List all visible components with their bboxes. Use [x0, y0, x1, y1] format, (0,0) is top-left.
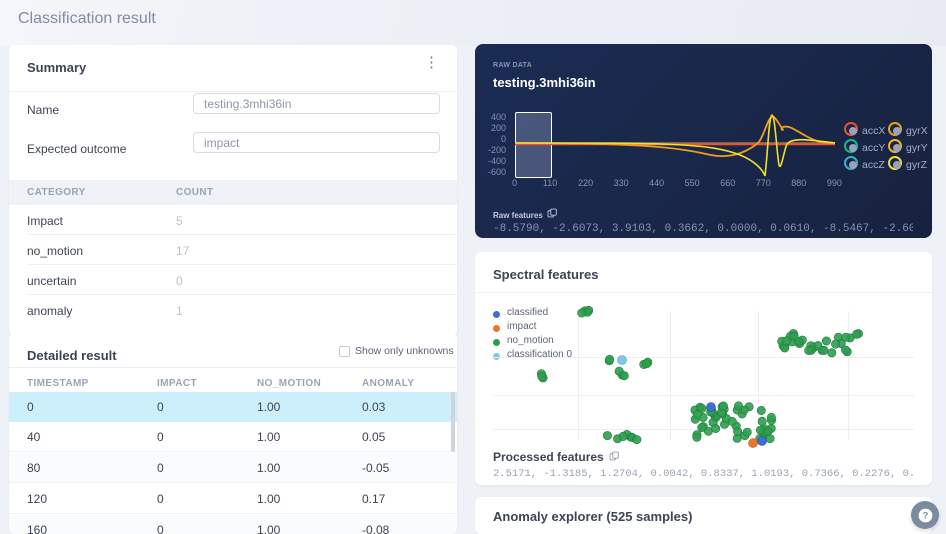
svg-text:?: ?	[922, 510, 928, 520]
